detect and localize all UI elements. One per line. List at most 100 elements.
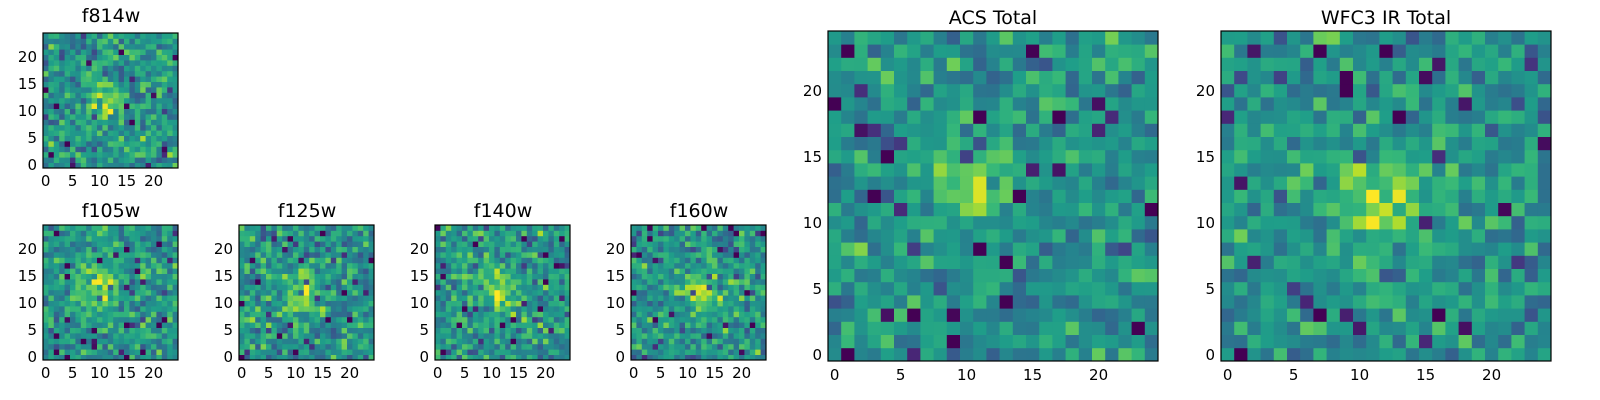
- heatmap-cell: [559, 306, 565, 312]
- heatmap-cell: [161, 157, 168, 163]
- heatmap-cell: [347, 241, 353, 247]
- heatmap-cell: [658, 284, 664, 291]
- heatmap-cell: [744, 225, 751, 231]
- heatmap-cell: [1339, 255, 1354, 269]
- heatmap-cell: [59, 124, 65, 131]
- heatmap-cell: [156, 338, 163, 345]
- heatmap-cell: [668, 327, 675, 334]
- heatmap-cell: [1247, 189, 1261, 203]
- heatmap-cell: [80, 306, 87, 312]
- heatmap-cell: [129, 241, 136, 247]
- heatmap-cell: [140, 295, 146, 301]
- heatmap-cell: [658, 252, 664, 258]
- heatmap-cell: [244, 246, 251, 253]
- heatmap-cell: [1366, 242, 1380, 256]
- heatmap-cell: [760, 230, 767, 237]
- heatmap-cell: [854, 110, 868, 124]
- heatmap-cell: [298, 230, 305, 237]
- heatmap-cell: [456, 284, 463, 291]
- heatmap-cell: [260, 354, 267, 361]
- heatmap-cell: [920, 295, 934, 309]
- heatmap-cell: [999, 83, 1014, 98]
- heatmap-cell: [521, 343, 528, 350]
- heatmap-cell: [1273, 321, 1288, 335]
- heatmap-cell: [124, 262, 130, 269]
- heatmap-cell: [1326, 321, 1341, 335]
- heatmap-cell: [330, 322, 337, 328]
- heatmap-cell: [532, 279, 538, 285]
- heatmap-cell: [91, 146, 98, 153]
- heatmap-cell: [64, 306, 71, 312]
- heatmap-cell: [266, 333, 272, 339]
- heatmap-cell: [43, 65, 49, 72]
- heatmap-cell: [489, 279, 495, 285]
- heatmap-cell: [156, 300, 163, 307]
- heatmap-cell: [97, 146, 103, 153]
- heatmap-cell: [1039, 57, 1053, 71]
- heatmap-cell: [706, 262, 713, 269]
- panel-title-f160w: f160w: [670, 200, 729, 222]
- heatmap-cell: [151, 316, 157, 323]
- x-tick-labels-f125w: 0 5 10 15 20: [237, 364, 359, 382]
- heatmap-cell: [53, 262, 60, 269]
- heatmap-cell: [287, 316, 294, 323]
- heatmap-cell: [70, 124, 76, 131]
- heatmap-cell: [510, 306, 517, 312]
- heatmap-cell: [867, 255, 882, 269]
- heatmap-cell: [134, 262, 141, 269]
- heatmap-cell: [172, 284, 179, 291]
- heatmap-cell: [239, 322, 245, 328]
- heatmap-cell: [140, 262, 146, 269]
- heatmap-cell: [867, 123, 882, 137]
- heatmap-cell: [70, 246, 76, 253]
- heatmap-cell: [739, 327, 745, 334]
- heatmap-cell: [276, 230, 283, 237]
- heatmap-cell: [986, 229, 1000, 243]
- heatmap-cell: [933, 163, 948, 177]
- heatmap-cell: [1105, 308, 1119, 322]
- heatmap-cell: [1052, 123, 1066, 137]
- heatmap-cell: [124, 60, 130, 66]
- heatmap-cell: [1105, 31, 1119, 45]
- heatmap-cell: [341, 230, 348, 237]
- heatmap-cell: [674, 343, 680, 350]
- heatmap-cell: [946, 57, 961, 71]
- heatmap-cell: [526, 311, 533, 318]
- heatmap-cell: [532, 338, 538, 345]
- heatmap-cell: [1313, 255, 1327, 269]
- heatmap-cell: [1273, 163, 1288, 177]
- heatmap-cell: [1118, 83, 1132, 98]
- heatmap-cell: [1118, 202, 1132, 217]
- heatmap-cell: [631, 268, 637, 274]
- heatmap-cell: [1379, 189, 1393, 203]
- heatmap-cell: [960, 308, 974, 322]
- heatmap-cell: [760, 306, 767, 312]
- heatmap-cell: [652, 295, 659, 301]
- heatmap-cell: [489, 349, 495, 355]
- x-tick-label: 20: [340, 364, 359, 382]
- heatmap-cell: [647, 289, 653, 296]
- heatmap-cell: [462, 322, 468, 328]
- heatmap-cell: [828, 229, 842, 243]
- heatmap-cell: [867, 110, 882, 124]
- heatmap-cell: [494, 327, 501, 334]
- heatmap-cell: [134, 108, 141, 115]
- heatmap-cell: [701, 235, 707, 242]
- heatmap-cell: [701, 262, 707, 269]
- heatmap-cell: [960, 202, 974, 217]
- heatmap-cell: [352, 316, 359, 323]
- heatmap-cell: [151, 311, 157, 318]
- heatmap-cell: [282, 338, 288, 345]
- heatmap-cell: [368, 273, 375, 280]
- heatmap-cell: [445, 241, 452, 247]
- heatmap-cell: [134, 33, 141, 39]
- heatmap-cell: [107, 81, 114, 88]
- heatmap-cell: [70, 119, 76, 126]
- heatmap-cell: [134, 103, 141, 109]
- heatmap-cell: [532, 343, 538, 350]
- heatmap-cell: [70, 273, 76, 280]
- heatmap-cell: [510, 252, 517, 258]
- heatmap-cell: [271, 354, 278, 361]
- heatmap-cell: [462, 268, 468, 274]
- heatmap-cell: [129, 114, 136, 120]
